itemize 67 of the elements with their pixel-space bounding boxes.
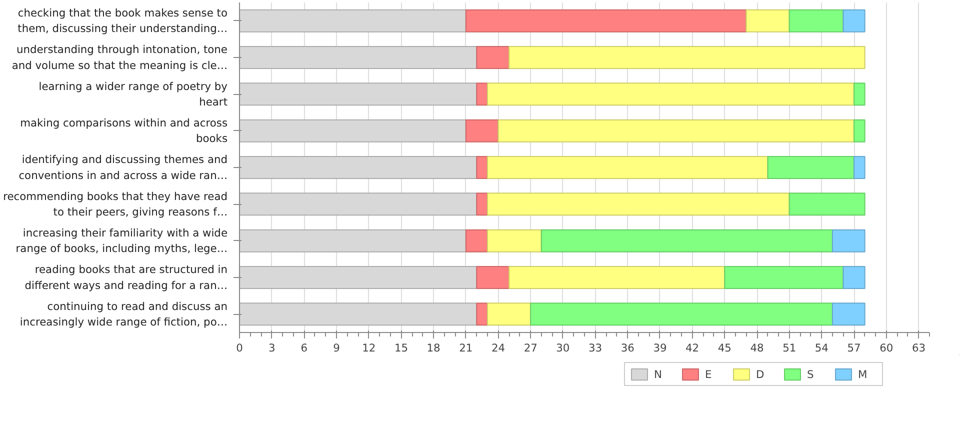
y-tick-label: reading books that are structured in different ways and reading for a ran… — [24, 263, 228, 292]
x-tick-label: 15 — [394, 342, 408, 354]
x-tick-label: 39 — [653, 342, 667, 354]
x-tick-label: 54 — [814, 342, 829, 354]
bar — [486, 229, 542, 252]
legend-label: M — [858, 368, 868, 380]
bar — [476, 266, 510, 289]
bar — [465, 119, 499, 142]
bar — [476, 192, 488, 216]
x-tick-label: 21 — [459, 342, 473, 354]
bar — [486, 302, 532, 326]
x-tick-label: 18 — [426, 342, 441, 354]
bar — [530, 302, 833, 326]
x-tick-label: 12 — [362, 342, 376, 354]
bar — [498, 119, 855, 142]
y-tick-label: making comparisons within and across books — [20, 116, 228, 146]
x-tick-label: 48 — [750, 342, 764, 354]
bar — [832, 302, 866, 326]
x-tick-label: 3 — [268, 342, 276, 354]
legend-label: D — [756, 368, 766, 380]
y-tick-label: increasing their familiarity with a wide range of books, including myths, lege… — [16, 226, 228, 256]
bar — [476, 302, 488, 326]
bar — [486, 82, 855, 106]
bar — [788, 9, 844, 32]
bar — [832, 229, 866, 252]
y-tick-label: recommending books that they have read to their peers, giving reasons f… — [3, 190, 228, 218]
bar — [854, 119, 866, 142]
bar — [842, 9, 866, 32]
x-tick-label: 45 — [718, 342, 732, 354]
legend-label: S — [807, 368, 815, 380]
y-tick-label: checking that the book makes sense to them, discussing their understanding… — [18, 6, 228, 36]
bar — [767, 156, 855, 179]
bar — [465, 229, 488, 252]
bar — [508, 266, 726, 289]
bar — [476, 82, 488, 106]
x-tick-label: 36 — [620, 342, 635, 354]
x-tick-label: 6 — [300, 342, 308, 354]
legend-label: E — [705, 368, 713, 380]
y-tick-label: understanding through intonation, tone and volume so that the meaning is cle… — [12, 43, 228, 72]
bar — [854, 82, 866, 106]
x-tick-label: 0 — [236, 342, 244, 354]
y-tick-label: continuing to read and discuss an increasingly wide range of fiction, po… — [20, 300, 228, 328]
bar — [540, 229, 833, 252]
x-tick-label: 27 — [524, 342, 538, 354]
bar — [476, 156, 488, 179]
x-tick-label: 24 — [491, 342, 506, 354]
x-tick-label: 60 — [880, 342, 894, 354]
bar — [465, 9, 747, 32]
x-tick-label: 63 — [912, 342, 926, 354]
bar — [508, 46, 866, 69]
x-tick-label: 30 — [556, 342, 570, 354]
x-tick-label: 57 — [847, 342, 861, 354]
y-tick-label: learning a wider range of poetry by heart — [38, 80, 228, 108]
bar — [842, 266, 866, 289]
bar — [486, 192, 790, 216]
bar — [724, 266, 844, 289]
bar — [486, 156, 768, 179]
x-tick-label: 51 — [782, 342, 796, 354]
bar — [476, 46, 510, 69]
bar — [788, 192, 866, 216]
bar — [746, 9, 790, 32]
x-tick-label: 42 — [686, 342, 700, 354]
x-tick-label: 9 — [333, 342, 340, 354]
legend-label: N — [654, 368, 663, 380]
y-tick-label: identifying and discussing themes and conventions in and across a wide ran… — [18, 153, 228, 182]
bar — [854, 156, 866, 179]
x-tick-label: 33 — [588, 342, 602, 354]
